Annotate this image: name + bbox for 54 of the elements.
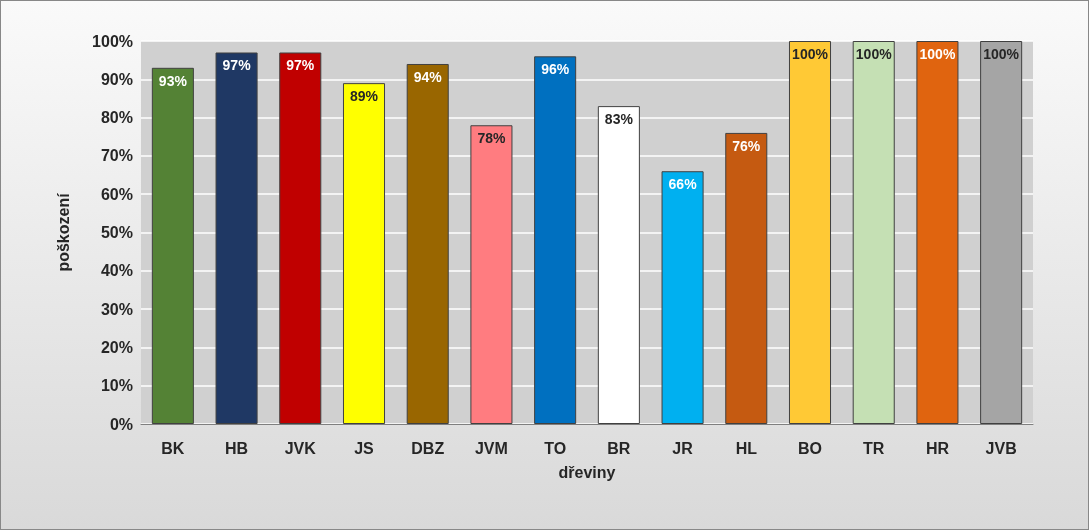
- y-tick-label: 10%: [100, 377, 133, 395]
- bar: [342, 83, 386, 424]
- bar: [980, 41, 1023, 424]
- y-tick-label: 50%: [100, 224, 133, 241]
- y-tick-label: 90%: [100, 70, 133, 88]
- bar: [725, 132, 768, 424]
- y-axis-title: poškození: [54, 192, 72, 272]
- x-tick-label: HR: [925, 439, 950, 457]
- x-tick-label: TR: [863, 439, 885, 457]
- y-tick-label: 30%: [100, 300, 133, 318]
- x-tick-label: JVM: [474, 439, 508, 457]
- bar: [661, 171, 704, 424]
- x-tick-label: BK: [161, 439, 185, 457]
- data-label: 76%: [732, 137, 761, 154]
- bar: [279, 52, 322, 424]
- x-tick-label: HB: [225, 439, 249, 457]
- data-label: 89%: [349, 88, 379, 105]
- data-label: 78%: [477, 130, 506, 147]
- x-tick-label: JR: [672, 439, 694, 457]
- data-label: 66%: [668, 176, 698, 193]
- y-tick-label: 40%: [100, 262, 133, 280]
- data-label: 97%: [222, 57, 252, 74]
- data-label: 93%: [158, 72, 188, 89]
- y-tick-label: 0%: [109, 415, 133, 433]
- data-label: 100%: [792, 46, 829, 62]
- x-axis-title: dřeviny: [558, 463, 616, 481]
- data-label: 100%: [983, 46, 1020, 62]
- x-tick-label: DBZ: [411, 439, 445, 457]
- y-tick-label: 80%: [100, 109, 133, 127]
- x-tick-label: JS: [354, 439, 375, 457]
- data-label: 100%: [855, 46, 893, 62]
- bar: [151, 67, 194, 424]
- x-tick-label: BO: [798, 439, 822, 457]
- y-tick-label: 70%: [100, 147, 133, 165]
- x-tick-label: BR: [607, 439, 631, 457]
- y-tick-label: 60%: [100, 185, 133, 203]
- x-tick-label: TO: [544, 439, 567, 457]
- data-label: 94%: [413, 68, 443, 85]
- bar: [788, 41, 832, 424]
- data-label: 100%: [919, 46, 956, 62]
- bar: [916, 41, 959, 424]
- y-tick-label: 100%: [92, 32, 133, 50]
- bar: [852, 41, 895, 424]
- data-label: 83%: [604, 111, 634, 128]
- y-tick-label: 20%: [100, 338, 133, 356]
- x-tick-label: HL: [735, 439, 758, 457]
- x-tick-label: JVK: [284, 439, 317, 457]
- bar: [534, 56, 577, 424]
- bar: [215, 52, 258, 424]
- data-label: 96%: [541, 61, 570, 78]
- x-tick-label: JVB: [985, 439, 1017, 457]
- data-label: 97%: [286, 57, 315, 74]
- bar: [406, 63, 449, 424]
- bar: [470, 125, 513, 424]
